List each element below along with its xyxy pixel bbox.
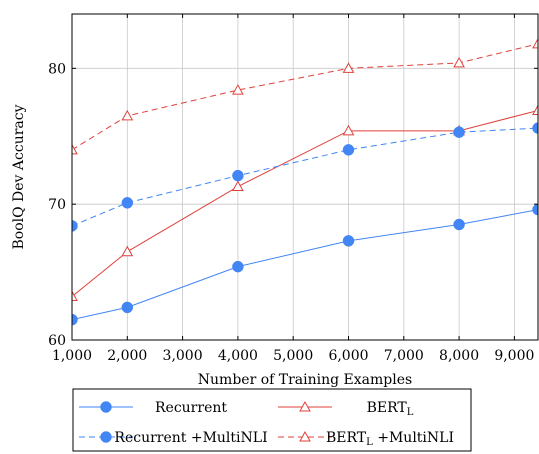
series-2 — [72, 104, 538, 302]
data-point — [72, 313, 78, 326]
x-tick-label: 6,000 — [328, 348, 368, 364]
data-point — [532, 122, 538, 134]
legend-label: BERTL — [367, 400, 414, 418]
data-point — [72, 220, 78, 232]
data-point — [453, 218, 465, 231]
series-1 — [72, 203, 538, 326]
legend-label: BERTL +MultiNLI — [326, 430, 454, 448]
data-point — [342, 62, 355, 73]
legend-marker — [299, 400, 311, 412]
plot-series — [72, 37, 538, 326]
legend-item-3: Recurrent +MultiNLI — [79, 430, 268, 446]
data-point — [342, 235, 355, 247]
x-tick-label: 1,000 — [52, 348, 92, 364]
x-tick-label: 2,000 — [107, 348, 147, 364]
series-4 — [72, 37, 538, 155]
legend-marker — [299, 430, 311, 442]
legend-item-1: Recurrent — [79, 400, 227, 416]
axis-ticks: 1,000 2,000 3,000 4,000 5,000 6,000 7,000 8,000… — [48, 14, 538, 364]
data-point — [121, 301, 134, 314]
data-point — [232, 169, 244, 182]
data-point — [532, 104, 538, 115]
data-point — [232, 180, 244, 192]
series-line — [72, 209, 538, 321]
x-tick-label: 9,000 — [494, 348, 534, 364]
y-tick-label: 70 — [48, 197, 66, 213]
data-point — [342, 144, 355, 156]
series-3 — [72, 122, 538, 232]
y-axis-title: BoolQ Dev Accuracy — [11, 104, 27, 249]
series-line — [72, 109, 538, 297]
plot-frame — [71, 13, 539, 341]
series-line — [72, 43, 538, 151]
data-point — [121, 109, 134, 121]
data-point — [232, 84, 244, 95]
data-point — [532, 203, 538, 216]
legend-marker — [100, 431, 112, 443]
data-point — [121, 197, 134, 209]
x-tick-label: 8,000 — [439, 348, 479, 364]
legend-marker — [100, 401, 112, 413]
data-point — [453, 56, 465, 68]
data-point — [532, 37, 538, 49]
x-tick-label: 7,000 — [384, 348, 424, 364]
legend-item-2: BERTL — [278, 400, 414, 418]
data-point — [453, 126, 465, 138]
series-line — [72, 127, 538, 227]
y-tick-label: 80 — [48, 61, 66, 77]
legend-label: Recurrent — [155, 400, 227, 416]
x-tick-label: 5,000 — [273, 348, 313, 364]
x-axis-title: Number of Training Examples — [198, 372, 412, 388]
legend: Recurrent BERTL Recurrent +MultiNLI BERTL +… — [72, 388, 472, 452]
legend-box — [72, 388, 472, 452]
y-tick-label: 60 — [48, 333, 66, 349]
legend-item-4: BERTL +MultiNLI — [278, 430, 454, 448]
legend-label: Recurrent +MultiNLI — [114, 430, 267, 446]
x-tick-label: 3,000 — [163, 348, 203, 364]
data-point — [72, 290, 78, 302]
data-point — [232, 260, 244, 273]
data-point — [72, 143, 78, 155]
data-point — [121, 245, 134, 257]
x-tick-label: 4,000 — [218, 348, 258, 364]
data-point — [342, 124, 355, 136]
grid — [71, 14, 538, 341]
